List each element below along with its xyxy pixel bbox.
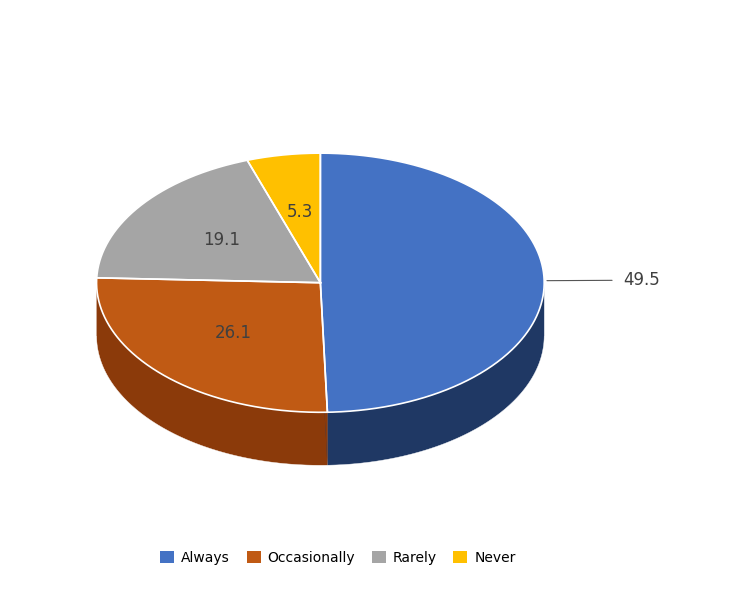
Polygon shape xyxy=(320,283,327,465)
Text: 5.3: 5.3 xyxy=(287,203,313,221)
Polygon shape xyxy=(327,283,544,465)
Text: 26.1: 26.1 xyxy=(215,324,251,342)
Text: 19.1: 19.1 xyxy=(203,231,240,249)
Legend: Always, Occasionally, Rarely, Never: Always, Occasionally, Rarely, Never xyxy=(155,545,521,570)
Polygon shape xyxy=(320,283,327,465)
Polygon shape xyxy=(320,153,544,412)
Text: 49.5: 49.5 xyxy=(624,272,661,289)
Polygon shape xyxy=(96,283,327,465)
Polygon shape xyxy=(96,278,327,412)
Polygon shape xyxy=(247,153,320,283)
Polygon shape xyxy=(97,160,320,283)
